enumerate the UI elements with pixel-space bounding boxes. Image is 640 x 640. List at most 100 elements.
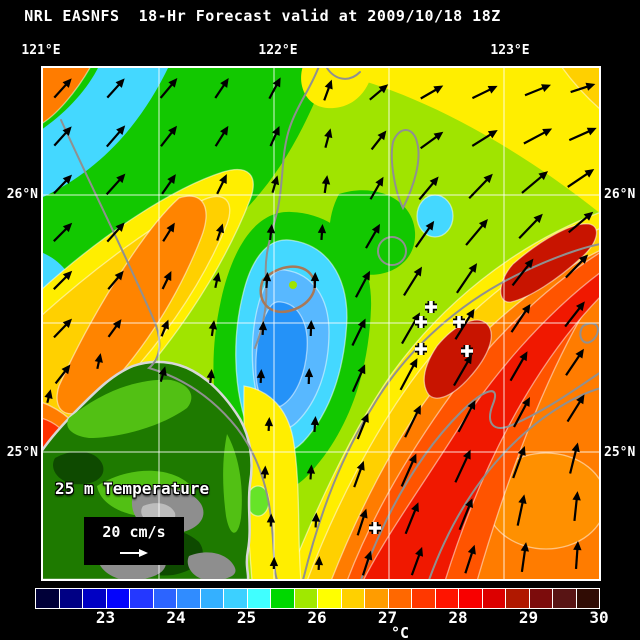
current-vector — [566, 394, 585, 423]
current-vector — [568, 211, 594, 234]
lon-label: 122°E — [258, 43, 298, 58]
current-vector — [353, 460, 365, 488]
current-vector — [53, 222, 73, 242]
current-vector — [214, 78, 229, 99]
current-vector — [570, 82, 596, 94]
lon-label: 123°E — [490, 43, 530, 58]
colorbar-cell — [58, 588, 83, 609]
current-vector — [314, 556, 324, 571]
current-vector — [262, 272, 272, 289]
colorbar-cell — [82, 588, 107, 609]
current-vector — [356, 413, 369, 440]
current-vector — [523, 128, 553, 145]
lon-label: 121°E — [21, 43, 61, 58]
colorbar-tick: 30 — [589, 608, 609, 627]
colorbar-cell — [176, 588, 201, 609]
colorbar-tick: 24 — [166, 608, 186, 627]
current-vector — [208, 320, 218, 337]
colorbar-cell — [35, 588, 60, 609]
colorbar-cell — [293, 588, 318, 609]
colorbar-cell — [152, 588, 177, 609]
plus-marker — [453, 316, 465, 328]
lat-label-right: 26°N — [604, 187, 636, 202]
current-vector — [457, 400, 476, 433]
colorbar-tick-row: 23 24 25 26 27 28 29 30 — [35, 608, 609, 627]
bathymetry-contour — [326, 67, 361, 80]
current-vector — [53, 78, 72, 99]
current-vector — [465, 218, 488, 246]
current-vector — [410, 546, 423, 576]
colorbar-tick: 28 — [448, 608, 468, 627]
current-vector — [369, 176, 384, 200]
temperature-region — [41, 66, 169, 198]
current-vector — [414, 220, 435, 248]
current-vector — [160, 125, 178, 147]
current-vector — [269, 125, 280, 147]
current-vector — [106, 222, 125, 243]
current-vector — [44, 389, 53, 404]
scale-arrow-icon — [120, 549, 148, 557]
current-vector — [471, 130, 498, 147]
current-vector — [268, 77, 281, 100]
current-vector — [212, 272, 221, 289]
current-vector — [216, 223, 224, 241]
current-vector — [270, 175, 280, 193]
bathymetry-contour — [254, 66, 320, 349]
current-vector — [306, 320, 316, 337]
colorbar-cell — [575, 588, 600, 609]
current-vector — [361, 550, 373, 576]
current-vector — [518, 213, 543, 239]
temperature-region — [416, 194, 454, 238]
current-vector — [568, 127, 597, 142]
temperature-region — [329, 190, 416, 275]
current-vector — [516, 494, 527, 526]
current-vector — [464, 544, 476, 574]
current-vector — [454, 308, 475, 340]
temperature-region — [367, 66, 601, 214]
current-vector — [54, 364, 71, 385]
plus-marker — [369, 522, 381, 534]
colorbar-cell — [129, 588, 154, 609]
current-vector — [521, 171, 549, 194]
current-vector — [454, 449, 471, 483]
colorbar-cell — [528, 588, 553, 609]
colorbar-cell — [340, 588, 365, 609]
current-vector — [573, 541, 582, 570]
longitude-axis: 121°E 122°E 123°E — [0, 0, 640, 66]
colorbar-cell — [364, 588, 389, 609]
current-vector — [310, 416, 320, 433]
current-vector — [524, 84, 551, 97]
terrain-patch — [187, 552, 236, 580]
bathymetry-contour — [259, 265, 316, 314]
colorbar-cell — [223, 588, 248, 609]
current-vector — [509, 351, 528, 382]
current-vector — [567, 169, 595, 188]
current-vector — [266, 513, 276, 527]
colorbar-cell — [199, 588, 224, 609]
colorbar-cell — [505, 588, 530, 609]
current-vector — [53, 174, 73, 195]
current-vector — [158, 366, 167, 382]
colorbar-cell — [317, 588, 342, 609]
colorbar-cell — [552, 588, 577, 609]
current-vector — [420, 85, 444, 100]
current-vector — [105, 173, 126, 196]
colorbar-tick: 27 — [377, 608, 398, 627]
current-vector — [323, 79, 333, 101]
bathymetry-contour — [360, 371, 601, 581]
temperature-region — [289, 281, 297, 289]
plus-marker — [425, 301, 437, 313]
current-vector — [404, 502, 419, 535]
map-border — [41, 66, 601, 581]
temperature-colorbar — [35, 588, 600, 609]
colorbar-tick: 25 — [236, 608, 257, 627]
current-vector — [266, 224, 276, 241]
current-vector — [400, 453, 417, 487]
current-vector — [161, 174, 176, 195]
temperature-region — [423, 319, 492, 399]
current-vector — [510, 303, 531, 333]
colorbar-cell — [458, 588, 483, 609]
current-vector — [520, 542, 529, 573]
